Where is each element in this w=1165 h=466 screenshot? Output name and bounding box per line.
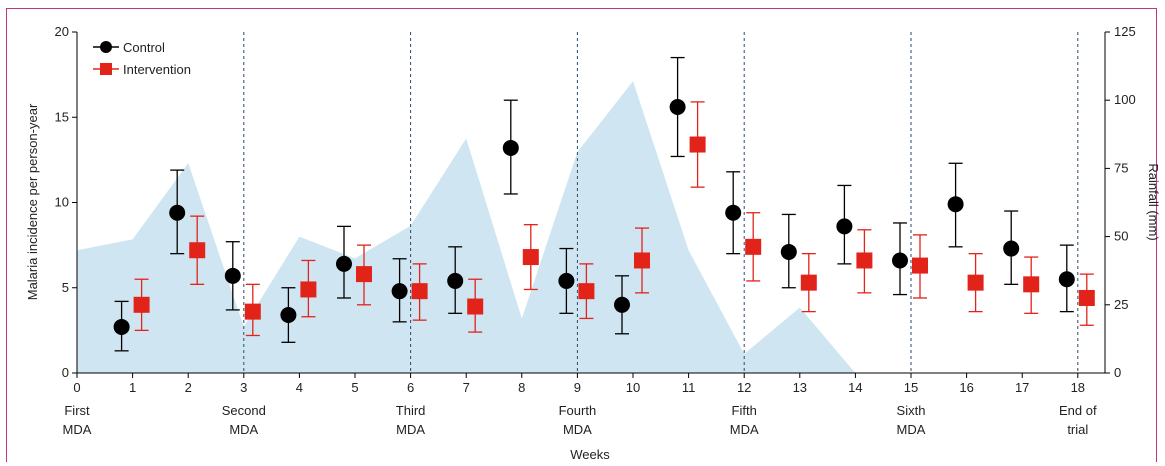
intervention-point [689, 136, 706, 153]
control-point [447, 272, 464, 289]
control-point [836, 218, 853, 235]
x-tick-label: 8 [518, 380, 525, 395]
rainfall-area [77, 81, 856, 373]
intervention-point [1078, 289, 1095, 306]
x-tick-label: 4 [296, 380, 303, 395]
intervention-point [800, 274, 817, 291]
control-point [336, 255, 352, 272]
control-point [169, 204, 186, 221]
y2-tick-label: 25 [1114, 297, 1128, 312]
intervention-point [967, 274, 984, 291]
x-tick-label: 13 [793, 380, 807, 395]
intervention-point [856, 252, 873, 269]
y-tick-label: 20 [55, 24, 69, 39]
x-tick-label: 14 [848, 380, 862, 395]
legend-intervention-marker [100, 63, 112, 75]
mda-annotation-label: First [64, 403, 90, 418]
intervention-point [522, 249, 539, 266]
control-point [502, 139, 519, 156]
control-point [1003, 240, 1020, 257]
mda-annotation-label: Second [222, 403, 266, 418]
mda-annotation-label: trial [1067, 422, 1088, 437]
x-tick-label: 5 [351, 380, 358, 395]
y-tick-label: 10 [55, 195, 69, 210]
intervention-point [411, 283, 428, 300]
intervention-point [745, 238, 762, 255]
mda-annotation-label: Sixth [897, 403, 926, 418]
x-tick-label: 1 [129, 380, 136, 395]
intervention-point [634, 252, 650, 269]
x-tick-label: 6 [407, 380, 414, 395]
intervention-point [1023, 276, 1040, 293]
mda-annotation-label: Fifth [732, 403, 757, 418]
y2-tick-label: 0 [1114, 365, 1121, 380]
legend-control-label: Control [123, 40, 165, 55]
control-point [391, 283, 408, 300]
intervention-point [189, 242, 206, 259]
control-point [614, 296, 630, 313]
x-tick-label: 3 [240, 380, 247, 395]
x-tick-label: 11 [682, 380, 696, 395]
x-tick-label: 10 [626, 380, 640, 395]
mda-annotation-label: MDA [897, 422, 926, 437]
control-point [280, 307, 297, 324]
y2-tick-label: 75 [1114, 160, 1128, 175]
y2-tick-label: 125 [1114, 24, 1136, 39]
y-tick-label: 5 [62, 280, 69, 295]
y2-tick-label: 50 [1114, 229, 1128, 244]
control-point [947, 196, 964, 213]
mda-annotation-label: MDA [563, 422, 592, 437]
y-tick-label: 0 [62, 365, 69, 380]
x-tick-label: 15 [904, 380, 918, 395]
mda-annotation-label: MDA [229, 422, 258, 437]
legend-control-marker [100, 41, 112, 53]
y2-tick-label: 100 [1114, 92, 1136, 107]
intervention-point [244, 303, 261, 320]
x-tick-label: 2 [185, 380, 192, 395]
mda-annotation-label: MDA [63, 422, 92, 437]
figure-frame [6, 8, 1157, 462]
mda-annotation-label: MDA [730, 422, 759, 437]
control-point [1058, 271, 1075, 288]
y2-axis-title: Rainfall (mm) [1146, 163, 1161, 240]
control-point [113, 318, 130, 335]
x-tick-label: 17 [1015, 380, 1029, 395]
y-axis-title: Malaria incidence per person-year [25, 103, 40, 300]
intervention-point [578, 283, 595, 300]
control-point [780, 243, 797, 260]
x-axis-title: Weeks [570, 447, 610, 462]
legend-intervention-label: Intervention [123, 62, 191, 77]
control-point [725, 204, 742, 221]
intervention-point [467, 298, 484, 315]
intervention-point [300, 281, 317, 298]
intervention-point [133, 296, 150, 313]
control-point [892, 252, 908, 269]
mda-annotation-label: End of [1059, 403, 1097, 418]
control-point [669, 99, 686, 116]
x-tick-label: 7 [463, 380, 470, 395]
mda-annotation-label: MDA [396, 422, 425, 437]
x-tick-label: 0 [73, 380, 80, 395]
intervention-point [912, 257, 928, 274]
control-point [224, 267, 241, 284]
y-tick-label: 15 [55, 109, 69, 124]
mda-annotation-label: Fourth [559, 403, 597, 418]
intervention-point [356, 266, 372, 283]
x-tick-label: 9 [574, 380, 581, 395]
x-tick-label: 18 [1071, 380, 1085, 395]
x-tick-label: 12 [737, 380, 751, 395]
control-point [558, 272, 575, 289]
x-tick-label: 16 [959, 380, 973, 395]
mda-annotation-label: Third [396, 403, 426, 418]
